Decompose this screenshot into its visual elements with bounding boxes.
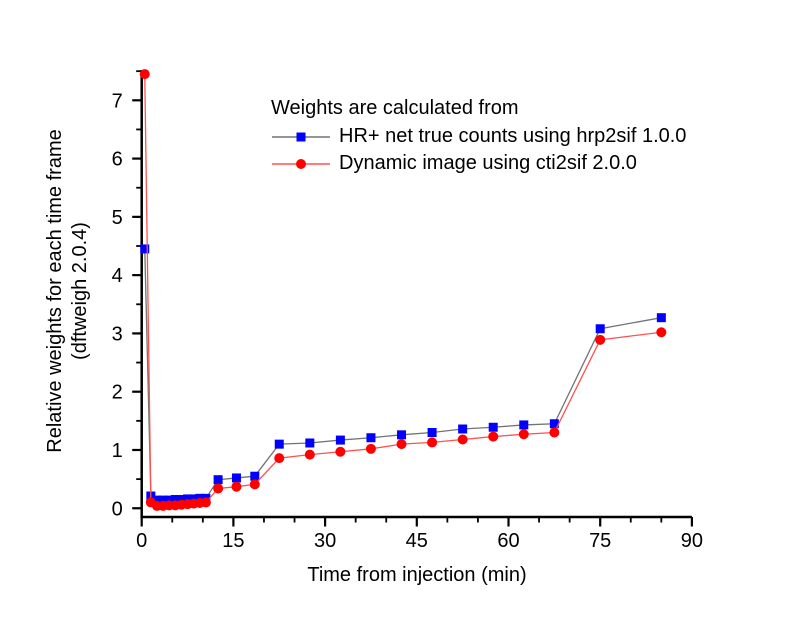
legend-circle-marker-icon <box>296 158 306 169</box>
data-point-dynamic <box>274 453 285 464</box>
x-tick-label: 60 <box>497 530 519 552</box>
legend-label-hrplus: HR+ net true counts using hrp2sif 1.0.0 <box>339 125 687 147</box>
data-point-hrplus <box>427 427 437 437</box>
data-point-dynamic <box>488 431 499 442</box>
data-point-hrplus <box>170 495 180 505</box>
data-point-hrplus <box>140 244 150 254</box>
data-point-hrplus <box>519 420 529 430</box>
series-line-hrplus <box>144 248 662 501</box>
data-point-hrplus <box>274 439 284 449</box>
data-point-dynamic <box>139 69 150 80</box>
data-point-hrplus <box>231 473 241 483</box>
data-point-hrplus <box>366 433 376 443</box>
x-tick-label: 0 <box>136 530 147 552</box>
y-tick-label: 7 <box>112 90 123 112</box>
data-point-dynamic <box>396 439 407 450</box>
data-point-hrplus <box>335 435 345 445</box>
x-axis-title: Time from injection (min) <box>307 564 527 586</box>
y-tick-label: 6 <box>112 149 123 171</box>
y-axis-title-line2: (dftweigh 2.0.4) <box>69 222 91 360</box>
data-point-hrplus <box>595 324 605 334</box>
x-tick-label: 15 <box>222 530 244 552</box>
data-point-hrplus <box>656 313 666 323</box>
data-point-dynamic <box>231 481 242 492</box>
data-point-dynamic <box>304 449 315 460</box>
legend-square-marker-icon <box>296 132 306 141</box>
legend-item-dynamic: Dynamic image using cti2sif 2.0.0 <box>271 150 686 177</box>
data-point-hrplus <box>458 424 468 434</box>
data-point-dynamic <box>335 446 346 457</box>
legend-sample-hrplus <box>272 132 330 141</box>
x-tick-label: 45 <box>406 530 428 552</box>
data-point-hrplus <box>488 422 498 432</box>
data-point-dynamic <box>549 427 560 438</box>
data-point-dynamic <box>518 429 529 440</box>
data-point-dynamic <box>200 497 211 508</box>
y-axis-title-line1: Relative weights for each time frame <box>44 129 66 453</box>
data-point-hrplus <box>213 475 223 485</box>
data-point-hrplus <box>176 495 186 505</box>
y-tick-label: 4 <box>112 265 123 287</box>
data-point-dynamic <box>249 479 260 490</box>
data-point-hrplus <box>549 419 559 429</box>
y-tick-label: 3 <box>112 323 123 345</box>
data-point-hrplus <box>250 471 260 481</box>
legend-sample-dynamic <box>272 158 330 169</box>
x-tick-label: 75 <box>589 530 611 552</box>
data-point-hrplus <box>152 495 162 505</box>
x-tick-label: 30 <box>314 530 336 552</box>
x-tick-label: 90 <box>681 530 703 552</box>
y-tick-label: 2 <box>112 382 123 404</box>
y-tick-label: 5 <box>112 207 123 229</box>
data-point-dynamic <box>213 483 224 494</box>
y-axis-title: Relative weights for each time frame (df… <box>43 41 95 541</box>
data-point-hrplus <box>164 495 174 505</box>
data-point-dynamic <box>595 334 606 345</box>
data-point-hrplus <box>305 438 315 448</box>
legend-header: Weights are calculated from <box>271 97 519 119</box>
legend: Weights are calculated from HR+ net true… <box>271 95 686 177</box>
data-point-dynamic <box>656 327 667 338</box>
data-point-dynamic <box>427 437 438 448</box>
data-point-hrplus <box>183 494 193 504</box>
legend-label-dynamic: Dynamic image using cti2sif 2.0.0 <box>339 152 637 174</box>
data-point-dynamic <box>365 443 376 454</box>
y-tick-label: 0 <box>112 498 123 520</box>
y-tick-label: 1 <box>112 440 123 462</box>
data-point-hrplus <box>158 495 168 505</box>
data-point-hrplus <box>397 430 407 440</box>
legend-item-hrplus: HR+ net true counts using hrp2sif 1.0.0 <box>271 123 686 150</box>
data-point-dynamic <box>457 434 468 445</box>
